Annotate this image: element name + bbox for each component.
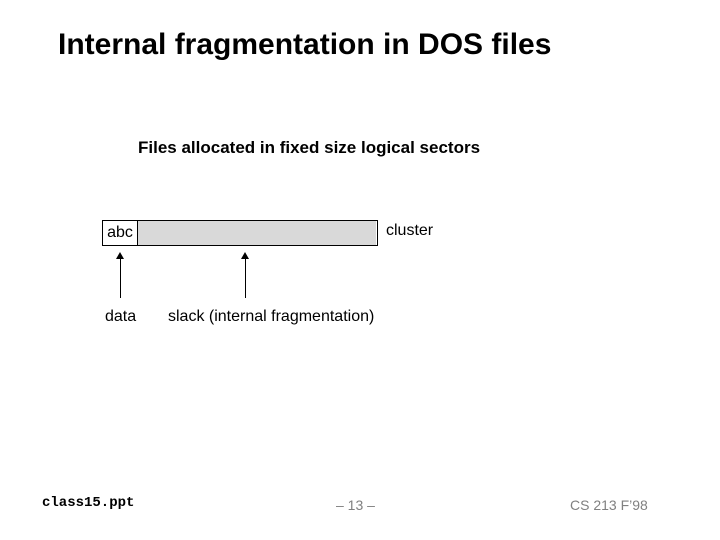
data-arrow-line	[120, 258, 121, 298]
abc-text: abc	[107, 224, 133, 242]
cluster-label: cluster	[386, 222, 433, 240]
slack-label: slack (internal fragmentation)	[168, 308, 374, 326]
slide-subtitle: Files allocated in fixed size logical se…	[138, 138, 480, 158]
footer-filename: class15.ppt	[42, 495, 134, 511]
slack-arrow-line	[245, 258, 246, 298]
slide: Internal fragmentation in DOS files File…	[0, 0, 720, 540]
footer-page-number: – 13 –	[336, 497, 375, 513]
slide-title: Internal fragmentation in DOS files	[58, 28, 551, 62]
cluster-box	[102, 220, 378, 246]
abc-cell: abc	[102, 220, 138, 246]
data-label: data	[105, 308, 136, 326]
footer-course: CS 213 F’98	[570, 497, 648, 513]
